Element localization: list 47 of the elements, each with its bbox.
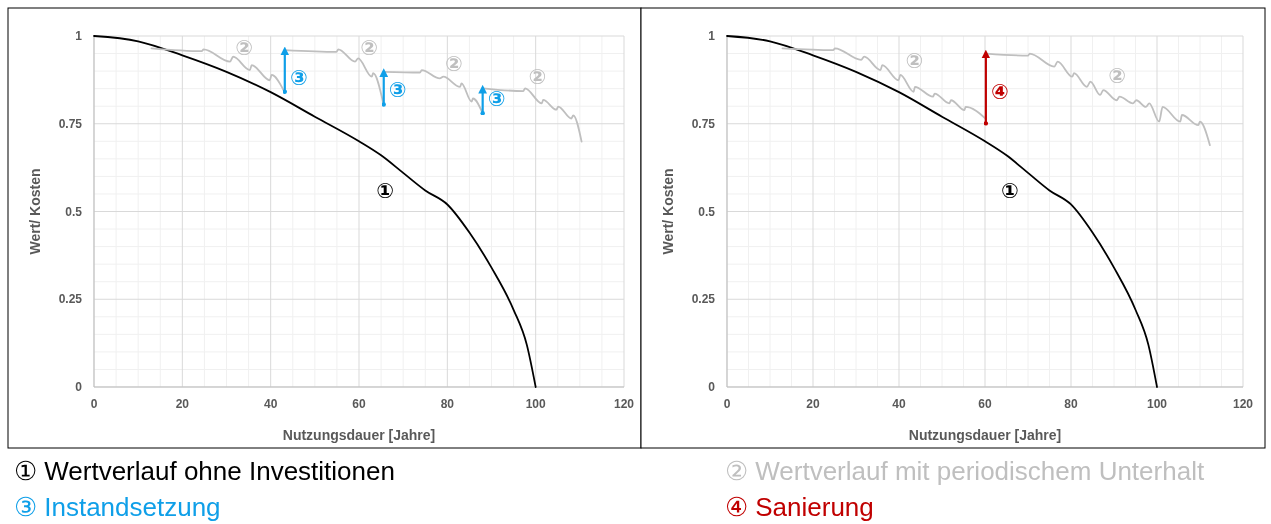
x-tick-label: 60 <box>352 397 366 411</box>
y-axis-title: Wert/ Kosten <box>27 168 43 255</box>
y-tick-label: 0.5 <box>65 204 83 219</box>
line-series <box>985 52 1211 147</box>
x-tick-label: 80 <box>440 397 455 411</box>
y-tick-label: 0 <box>75 380 83 394</box>
x-tick-label: 120 <box>1232 397 1254 411</box>
annotation: ② <box>444 52 463 77</box>
annotation: ④ <box>990 80 1009 105</box>
x-tick-label: 100 <box>1146 397 1168 411</box>
y-axis-title: Wert/ Kosten <box>660 168 676 255</box>
annotation: ② <box>360 35 378 60</box>
y-tick-label: 0 <box>708 380 716 394</box>
annotation: ③ <box>289 65 308 90</box>
annotation: ③ <box>388 78 407 103</box>
y-tick-label: 0.75 <box>691 116 716 131</box>
x-tick-label: 60 <box>978 397 992 411</box>
y-tick-label: 0.25 <box>691 292 716 307</box>
x-tick-label: 40 <box>263 397 278 411</box>
annotation: ② <box>1108 64 1127 89</box>
x-axis-title: Nutzungsdauer [Jahre] <box>908 427 1062 443</box>
x-tick-label: 0 <box>723 397 731 411</box>
annotation: ① <box>1001 178 1019 203</box>
x-tick-label: 40 <box>892 397 906 411</box>
text: ③ Instandsetzung <box>14 492 221 522</box>
x-tick-label: 20 <box>175 397 190 411</box>
x-tick-label: 80 <box>1064 397 1078 411</box>
text: ② Wertverlauf mit periodischem Unterhalt <box>725 456 1205 486</box>
line-series <box>781 47 987 120</box>
x-tick-label: 0 <box>90 397 98 411</box>
annotation: ② <box>235 35 253 60</box>
annotation: ② <box>905 48 924 73</box>
x-tick-label: 120 <box>613 397 635 411</box>
x-tick-label: 100 <box>525 397 546 411</box>
y-tick-label: 1 <box>708 29 716 43</box>
annotation: ③ <box>487 87 506 112</box>
line-series <box>482 87 583 143</box>
y-tick-label: 0.25 <box>58 292 83 307</box>
x-axis-title: Nutzungsdauer [Jahre] <box>282 427 436 443</box>
text: ① Wertverlauf ohne Investitionen <box>14 456 395 486</box>
y-tick-label: 0.75 <box>58 116 83 131</box>
y-tick-label: 0.5 <box>698 204 716 219</box>
text: ④ Sanierung <box>725 492 874 522</box>
annotation: ② <box>528 65 547 90</box>
y-tick-label: 1 <box>75 29 83 43</box>
annotation: ① <box>376 178 395 203</box>
x-tick-label: 20 <box>806 397 820 411</box>
